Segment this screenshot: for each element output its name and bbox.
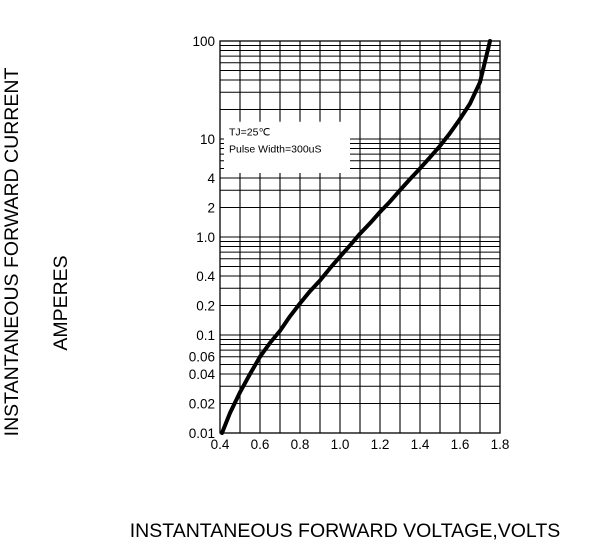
y-tick-label: 0.02	[189, 396, 215, 411]
x-tick-label: 0.4	[211, 437, 230, 452]
y-tick-label: 10	[200, 132, 215, 147]
x-tick-label: 1.0	[331, 437, 350, 452]
y-tick-label: 1.0	[196, 230, 215, 245]
series-group	[220, 39, 492, 435]
x-tick-label: 1.4	[411, 437, 430, 452]
y-tick-label: 100	[192, 34, 215, 49]
x-tick-label: 1.6	[451, 437, 470, 452]
y-axis-label-line-1: INSTANTANEOUS FORWARD CURRENT	[1, 68, 23, 437]
annotation-line-1: TJ=25℃	[229, 127, 270, 139]
plot-border	[219, 40, 501, 434]
x-tick-label: 1.2	[371, 437, 390, 452]
y-tick-label: 4	[207, 171, 215, 186]
y-tick-labels: 0.01 0.02 0.04 0.06 0.1 0.2 0.4 1.0 2 4 10 100	[189, 34, 216, 441]
y-tick-label: 0.04	[189, 367, 216, 382]
annotation-line-2: Pulse Width=300uS	[229, 144, 322, 156]
y-tick-label: 0.4	[196, 269, 215, 284]
y-tick-label: 0.06	[189, 350, 215, 365]
x-tick-labels: 0.4 0.6 0.8 1.0 1.2 1.4 1.6 1.8	[211, 437, 510, 452]
y-tick-label: 2	[207, 200, 215, 215]
plot-frame	[219, 40, 501, 434]
y-tick-label: 0.2	[196, 298, 215, 313]
series-line-1	[220, 39, 492, 435]
annotation-background	[224, 121, 350, 173]
x-axis-label: INSTANTANEOUS FORWARD VOLTAGE,VOLTS	[130, 520, 561, 542]
x-tick-label: 0.8	[291, 437, 310, 452]
x-tick-label: 1.8	[491, 437, 510, 452]
annotation-box: TJ=25℃ Pulse Width=300uS	[224, 121, 350, 173]
y-axis-label-line-2: AMPERES	[50, 255, 72, 350]
y-tick-label: 0.1	[196, 328, 215, 343]
x-tick-label: 0.6	[251, 437, 270, 452]
grid	[220, 41, 500, 433]
y-tick-label: 0.01	[189, 426, 215, 441]
